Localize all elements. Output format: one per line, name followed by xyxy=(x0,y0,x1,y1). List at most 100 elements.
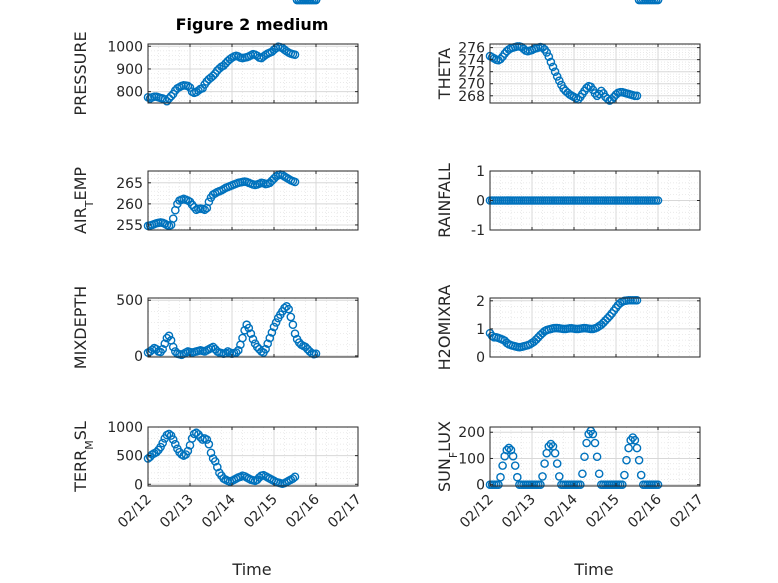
y-tick-label: 274 xyxy=(458,53,485,69)
data-point xyxy=(183,446,193,456)
y-tick-label: 500 xyxy=(116,293,143,309)
data-point xyxy=(204,197,214,207)
data-point xyxy=(254,473,264,482)
data-point xyxy=(183,81,193,91)
grid xyxy=(489,298,701,358)
axes-box xyxy=(147,426,359,487)
data-point xyxy=(248,334,258,344)
data-point xyxy=(590,438,600,448)
data-point xyxy=(592,452,602,462)
series xyxy=(485,0,663,352)
data-point xyxy=(632,295,642,305)
y-tick-label: 500 xyxy=(116,449,143,465)
y-tick-label: 270 xyxy=(458,77,485,93)
x-tick-label: 02/12 xyxy=(115,492,155,532)
data-point xyxy=(233,346,243,355)
y-axis-label: AIRTEMP xyxy=(71,167,96,234)
x-tick-label: 02/14 xyxy=(199,491,239,531)
data-point xyxy=(290,50,300,59)
y-tick-label: -1 xyxy=(471,223,485,239)
x-tick-label: 02/15 xyxy=(583,492,623,532)
y-axis-label: MIXDEPTH xyxy=(71,286,90,369)
x-tick-label: 02/13 xyxy=(499,492,539,532)
data-point xyxy=(630,435,640,445)
y-tick-label: 1 xyxy=(476,322,485,338)
x-tick-label: 02/17 xyxy=(667,492,707,532)
data-point xyxy=(210,457,220,466)
x-tick-label: 02/14 xyxy=(541,491,581,531)
data-point xyxy=(166,91,176,101)
y-tick-label: 0 xyxy=(476,194,485,210)
data-point xyxy=(510,461,520,470)
data-point xyxy=(580,452,589,462)
data-point xyxy=(263,339,273,348)
data-point xyxy=(200,205,209,215)
y-tick-label: 0 xyxy=(134,477,143,493)
data-point xyxy=(206,448,216,458)
data-point xyxy=(187,434,197,443)
data-point xyxy=(636,470,646,480)
data-point xyxy=(548,62,558,72)
data-point xyxy=(164,331,174,341)
y-tick-label: 1 xyxy=(476,164,485,180)
y-tick-label: 1000 xyxy=(107,39,143,55)
data-point xyxy=(550,67,560,76)
data-point xyxy=(536,480,545,489)
axes-box xyxy=(489,426,701,487)
data-point xyxy=(594,469,604,479)
axes-box xyxy=(147,170,359,231)
data-point xyxy=(603,313,612,323)
y-tick-label: 0 xyxy=(476,478,485,494)
data-point xyxy=(290,472,300,482)
series xyxy=(485,0,663,105)
data-point xyxy=(555,76,564,86)
y-axis-label: H2OMIXRA xyxy=(435,285,454,371)
data-point xyxy=(555,472,564,481)
panel-h2omixra: 0 1 2 H2OMIXRA xyxy=(435,0,701,371)
x-tick-label: 02/17 xyxy=(325,492,365,532)
data-point xyxy=(653,480,663,489)
data-point xyxy=(288,320,298,330)
panel-sun-flux: 0 100 200 02/12 02/13 02/14 02/15 02/16 02/17 SUN… xyxy=(435,421,707,531)
series xyxy=(485,426,663,489)
series xyxy=(485,196,663,205)
x-axis-label-right: Time xyxy=(573,560,613,579)
data-point xyxy=(284,304,294,314)
axes-box xyxy=(147,43,359,104)
y-tick-label: 260 xyxy=(116,197,143,213)
data-point xyxy=(502,445,512,455)
data-point xyxy=(194,86,203,95)
data-point xyxy=(634,455,644,465)
data-point xyxy=(202,435,212,444)
data-point xyxy=(550,448,560,458)
data-point xyxy=(187,200,197,210)
data-point xyxy=(152,447,161,457)
y-tick-label: 100 xyxy=(458,451,485,467)
data-point xyxy=(605,311,615,321)
data-point xyxy=(204,439,214,449)
data-point xyxy=(238,333,247,343)
x-tick-label: 02/12 xyxy=(457,492,497,532)
data-point xyxy=(618,480,627,489)
data-point xyxy=(168,435,178,444)
data-point xyxy=(290,329,300,338)
panel-air-temp: 255 260 265 AIRTEMP xyxy=(71,0,359,234)
data-point xyxy=(622,455,631,465)
data-point xyxy=(544,442,554,451)
y-axis-label: SUNFLUX xyxy=(435,421,460,492)
data-point xyxy=(158,438,167,448)
y-tick-label: 2 xyxy=(476,294,485,310)
y-tick-label: 0 xyxy=(476,350,485,366)
data-point xyxy=(653,0,663,5)
data-point xyxy=(267,328,277,337)
data-point xyxy=(624,443,633,453)
data-point xyxy=(185,83,195,92)
data-point xyxy=(311,0,321,5)
data-point xyxy=(496,54,505,64)
data-point xyxy=(261,344,270,354)
panel-mixdepth: 0 500 MIXDEPTH xyxy=(71,286,359,369)
y-tick-label: 0 xyxy=(134,349,143,365)
